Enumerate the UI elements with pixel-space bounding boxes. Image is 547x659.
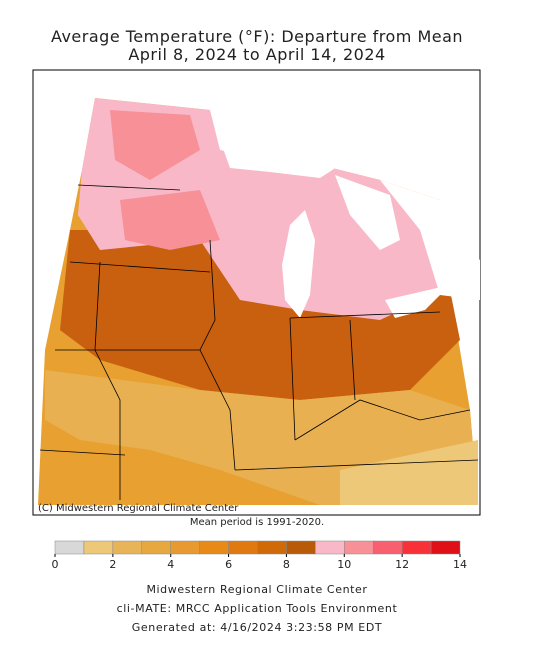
colorbar-bin [141,540,171,555]
colorbar-bin [401,540,432,555]
colorbar-bin [315,540,345,555]
tick-label: 14 [453,558,467,571]
tick-label: 12 [395,558,409,571]
mean-period-note: Mean period is 1991-2020. [190,517,324,528]
colorbar-bin [286,540,316,555]
lake [335,175,400,250]
colorbar-bin [54,540,85,555]
region [110,110,200,180]
colorbar-bin [170,540,200,555]
state-borders [39,184,479,500]
lake [380,180,480,300]
subtitle: April 8, 2024 to April 14, 2024 [128,45,385,64]
colorbar-bin [430,540,461,555]
colorbar: 0 2 4 6 8 10 12 14 [52,540,467,571]
footer-line: Generated at: 4/16/2024 3:23:58 PM EDT [132,621,382,634]
colorbar-bin [112,540,143,555]
region [120,190,220,250]
colorbar-bin [257,540,287,555]
tick-label: 2 [109,558,116,571]
tick-label: 6 [225,558,232,571]
region [340,440,478,505]
tick-label: 8 [283,558,290,571]
tick-label: 10 [337,558,351,571]
tick-label: 4 [167,558,174,571]
colorbar-bin [372,540,403,555]
tick-label: 0 [52,558,59,571]
footer-line: Midwestern Regional Climate Center [146,583,367,596]
colorbar-bin [83,540,114,555]
colorbar-bin [199,540,229,555]
title: Average Temperature (°F): Departure from… [51,27,463,46]
footer-line: cli-MATE: MRCC Application Tools Environ… [117,602,398,615]
colorbar-bin [228,540,258,555]
lake [385,285,450,318]
map-credit: (C) Midwestern Regional Climate Center [38,503,239,514]
map: (C) Midwestern Regional Climate Center [32,69,481,516]
lake [282,210,315,318]
colorbar-bin [344,540,374,555]
lake [220,140,340,178]
